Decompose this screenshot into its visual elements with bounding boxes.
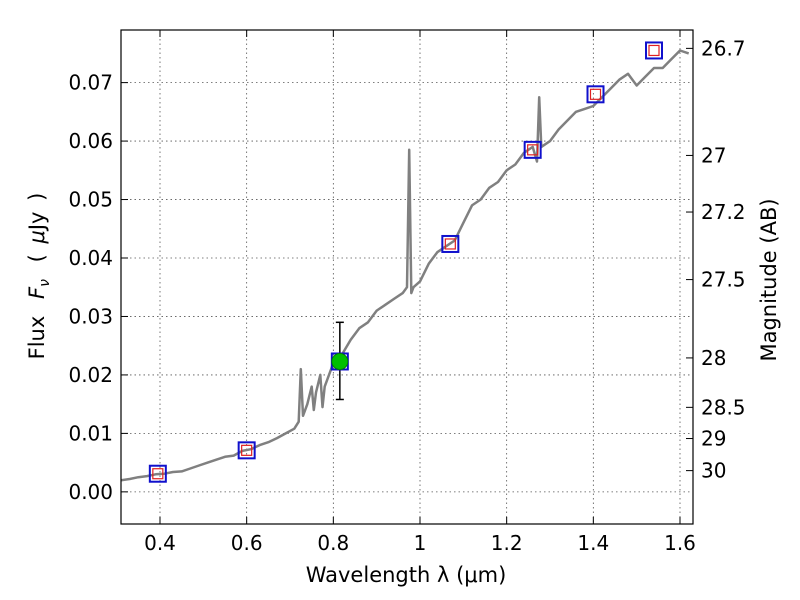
- model-point-box: [527, 144, 539, 156]
- y2-axis-title: Magnitude (AB): [757, 198, 781, 361]
- mag-tick-label: 27: [701, 143, 726, 167]
- spectrum-series: [121, 49, 690, 482]
- model-point-box: [589, 88, 602, 100]
- y-tick-label: 0.06: [68, 129, 113, 153]
- mag-tick-label: 28.5: [701, 395, 746, 419]
- photometry-box: [148, 464, 167, 483]
- x-tick-label: 0.8: [317, 531, 349, 555]
- y-tick-label: 0.07: [68, 71, 113, 95]
- photometry-box: [645, 41, 663, 60]
- x-axis-title: Wavelength λ (μm): [306, 563, 507, 587]
- mag-tick-label: 27.2: [701, 200, 746, 224]
- photometry-box: [523, 140, 542, 159]
- x-tick-label: 1.2: [491, 531, 523, 555]
- model-point-box: [648, 44, 660, 57]
- x-tick-label: 1: [414, 531, 427, 555]
- y-tick-label: 0.00: [68, 480, 113, 504]
- x-tick-label: 0.4: [144, 531, 176, 555]
- y-tick-label: 0.01: [68, 421, 113, 445]
- y-tick-label: 0.05: [68, 188, 113, 212]
- photometry-series: [148, 41, 663, 483]
- tick-labels: 0.4 0.6 0.8 1 1.2 1.4 1.6 0.00 0.01 0.02 0.03 0.04 0…: [68, 36, 745, 555]
- y-tick-label: 0.04: [68, 246, 113, 270]
- model-point-box: [444, 238, 456, 250]
- grid: [121, 30, 693, 524]
- y-axis-title: Flux Fν ( μJy ): [25, 193, 54, 360]
- x-tick-label: 0.6: [231, 531, 263, 555]
- mag-tick-label: 29: [701, 427, 726, 451]
- mag-tick-label: 27.5: [701, 268, 746, 292]
- y-tick-label: 0.02: [68, 363, 113, 387]
- mag-tick-label: 30: [701, 459, 726, 483]
- plot-frame: [120, 29, 694, 525]
- model-point-box: [241, 444, 253, 456]
- photometry-box: [441, 234, 460, 253]
- mag-tick-label: 26.7: [701, 36, 746, 60]
- photometry-box: [586, 85, 605, 104]
- y-tick-label: 0.03: [68, 304, 113, 328]
- model-point-box: [152, 468, 164, 480]
- photometry-box: [237, 441, 256, 460]
- x-tick-label: 1.6: [664, 531, 696, 555]
- measurement-point: [331, 352, 349, 370]
- x-tick-label: 1.4: [577, 531, 609, 555]
- axis-ticks: [121, 30, 693, 524]
- mag-tick-label: 28: [701, 346, 726, 370]
- spectrum-line: [121, 49, 690, 482]
